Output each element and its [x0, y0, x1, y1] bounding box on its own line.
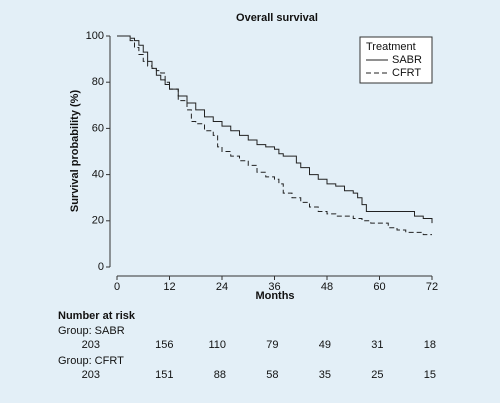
risk-count: 58 [266, 369, 278, 381]
risk-count: 79 [266, 339, 278, 351]
risk-count: 49 [319, 339, 331, 351]
risk-count: 151 [155, 369, 173, 381]
y-tick-label: 20 [92, 215, 104, 227]
risk-count: 110 [208, 339, 226, 351]
survival-line [117, 35, 432, 236]
chart-title: Overall survival [236, 12, 318, 24]
y-tick-label: 80 [92, 76, 104, 88]
x-tick-label: 36 [268, 281, 280, 293]
x-tick-label: 24 [216, 281, 228, 293]
legend-title: Treatment [366, 41, 416, 53]
x-tick-label: 0 [114, 281, 120, 293]
legend-label: SABR [392, 54, 422, 66]
x-tick-label: 60 [373, 281, 385, 293]
risk-group-label: Group: CFRT [58, 355, 124, 367]
y-axis-label: Survival probability (%) [69, 90, 81, 213]
x-tick-label: 12 [163, 281, 175, 293]
y-tick-label: 40 [92, 169, 104, 181]
risk-count: 88 [214, 369, 226, 381]
legend-label: CFRT [392, 67, 421, 79]
risk-count: 156 [155, 339, 173, 351]
risk-table-title: Number at risk [58, 310, 136, 322]
y-tick-label: 100 [86, 30, 104, 42]
x-axis-label: Months [255, 290, 294, 302]
risk-count: 18 [424, 339, 436, 351]
legend-box [359, 36, 433, 84]
risk-group-label: Group: SABR [58, 325, 125, 337]
risk-count: 25 [371, 369, 383, 381]
x-tick-label: 48 [321, 281, 333, 293]
risk-count: 35 [319, 369, 331, 381]
risk-count: 203 [82, 369, 100, 381]
y-tick-label: 60 [92, 122, 104, 134]
risk-count: 15 [424, 369, 436, 381]
risk-count: 203 [82, 339, 100, 351]
y-tick-label: 0 [98, 261, 104, 273]
x-tick-label: 72 [426, 281, 438, 293]
risk-count: 31 [371, 339, 383, 351]
